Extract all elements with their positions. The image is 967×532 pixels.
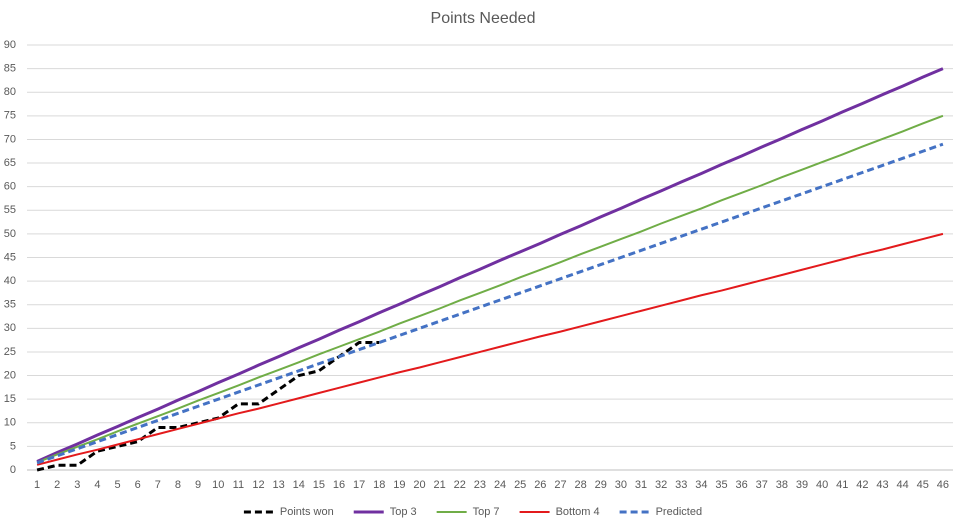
legend-label: Bottom 4 [556,506,600,518]
x-tick-label: 10 [212,479,224,491]
x-tick-label: 46 [937,479,949,491]
series-line [36,67,944,463]
x-tick-label: 11 [233,479,244,491]
x-tick-label: 20 [413,479,425,491]
x-tick-label: 12 [252,479,264,491]
x-tick-label: 41 [836,479,848,491]
x-tick-label: 14 [293,479,305,491]
y-tick-label: 35 [4,299,16,311]
x-tick-label: 25 [514,479,526,491]
y-tick-label: 75 [4,110,16,122]
x-tick-label: 38 [776,479,788,491]
y-tick-label: 25 [4,346,16,358]
x-tick-label: 34 [695,479,707,491]
x-tick-label: 39 [796,479,808,491]
x-tick-label: 18 [373,479,385,491]
x-tick-label: 4 [94,479,100,491]
x-tick-label: 9 [195,479,201,491]
x-tick-label: 13 [273,479,285,491]
x-tick-label: 5 [115,479,121,491]
y-tick-label: 0 [10,464,16,476]
y-tick-label: 10 [4,417,16,429]
x-tick-label: 31 [635,479,647,491]
x-tick-label: 28 [574,479,586,491]
x-tick-label: 22 [454,479,466,491]
x-tick-label: 17 [353,479,365,491]
x-tick-label: 2 [54,479,60,491]
y-tick-label: 65 [4,157,16,169]
y-tick-label: 50 [4,228,16,240]
x-tick-label: 24 [494,479,506,491]
legend-label: Top 7 [473,506,500,518]
x-tick-label: 44 [897,479,909,491]
x-tick-label: 35 [715,479,727,491]
x-tick-label: 36 [736,479,748,491]
y-tick-label: 85 [4,63,16,75]
legend-label: Predicted [656,506,702,518]
legend-label: Points won [280,506,334,518]
x-tick-label: 40 [816,479,828,491]
y-tick-label: 70 [4,133,16,145]
y-tick-label: 90 [4,39,16,51]
x-tick-label: 27 [554,479,566,491]
x-tick-label: 19 [393,479,405,491]
y-tick-label: 5 [10,440,16,452]
y-tick-label: 60 [4,181,16,193]
x-tick-label: 15 [313,479,325,491]
x-tick-label: 33 [675,479,687,491]
y-tick-label: 15 [4,393,16,405]
series-line [36,114,944,464]
y-tick-label: 30 [4,322,16,334]
x-tick-label: 3 [74,479,80,491]
x-tick-label: 21 [434,479,446,491]
x-tick-label: 26 [534,479,546,491]
x-tick-label: 43 [876,479,888,491]
x-tick-label: 8 [175,479,181,491]
x-tick-label: 42 [856,479,868,491]
x-tick-label: 23 [474,479,486,491]
x-tick-label: 7 [155,479,161,491]
x-tick-label: 29 [595,479,607,491]
x-tick-label: 1 [34,479,40,491]
x-tick-label: 37 [756,479,768,491]
chart-title: Points Needed [431,10,536,27]
x-tick-label: 16 [333,479,345,491]
y-tick-label: 45 [4,251,16,263]
x-tick-label: 45 [917,479,929,491]
y-tick-label: 40 [4,275,16,287]
y-tick-label: 80 [4,86,16,98]
legend-label: Top 3 [390,506,417,518]
y-tick-label: 20 [4,369,16,381]
series-line [36,232,944,466]
x-tick-label: 32 [655,479,667,491]
series-line [36,142,944,465]
x-tick-label: 30 [615,479,627,491]
y-tick-label: 55 [4,204,16,216]
x-tick-label: 6 [135,479,141,491]
